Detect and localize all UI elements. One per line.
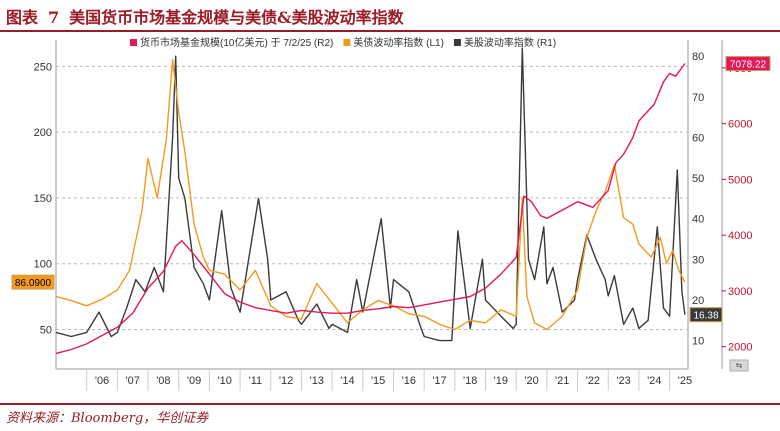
legend: 货币市场基金规模(10亿美元) 于 7/2/25 (R2) 美债波动率指数 (L1… [130,36,556,49]
left-tick-label: 100 [34,259,52,271]
equity-vol-last-value-box [689,307,723,323]
figure-title: 图表 7 美国货币市场基金规模与美债&美股波动率指数 [6,4,404,28]
bond-vol-last-value: 86.0900 [15,278,52,289]
scroll-handle[interactable]: ⇆ [729,359,749,372]
legend-entry: 货币市场基金规模(10亿美元) 于 7/2/25 (R2) [140,36,333,49]
right-outer-axis: 200030004000500060007000 [722,63,752,354]
left-tick-label: 250 [34,61,52,73]
x-tick-label: '06 [95,375,109,387]
x-tick-label: '20 [524,375,538,387]
right-inner-tick-label: 70 [692,92,704,104]
source-rule [0,403,780,405]
x-tick-label: '14 [340,375,354,387]
x-tick-label: '17 [432,375,446,387]
x-tick-label: '16 [402,375,416,387]
legend-swatch [343,39,351,46]
x-tick-label: '21 [555,375,569,387]
legend-entry: 美债波动率指数 (L1) [353,36,444,49]
x-tick-label: '08 [156,375,170,387]
last-value-tags: 7078.22 86.0900 16.38 [11,56,771,323]
left-tick-label: 150 [34,193,52,205]
line-chart: '06 '07 '08 '09 '10 '11 '12 '13 '14 '15 '16 '17 '18 '… [11,36,771,391]
right-inner-axis: 10 20 30 40 50 60 70 80 [692,51,704,347]
right-inner-tick-label: 60 [692,132,704,144]
left-tick-label: 50 [40,325,52,337]
x-tick-label: '11 [249,375,263,387]
figure-number: 7 [48,8,60,27]
legend-entry: 美股波动率指数 (R1) [464,36,556,49]
right-inner-tick-label: 20 [692,295,704,307]
title-rule [0,30,780,32]
right-inner-tick-label: 30 [692,254,704,266]
x-axis: '06 '07 '08 '09 '10 '11 '12 '13 '14 '15 '16 '17 '18 '… [86,369,692,391]
legend-swatch [130,39,137,46]
series-lines [55,47,686,355]
mmf-last-value-box [725,56,771,72]
left-axis: 50 100 150 200 250 [34,61,52,336]
mmf-last-value: 7078.22 [730,60,767,71]
right-outer-tick-label: 2000 [728,342,752,354]
x-tick-label: '23 [616,375,630,387]
right-inner-tick-label: 40 [692,214,704,226]
right-inner-tick-label: 80 [692,51,704,63]
legend-swatch [453,39,461,46]
right-outer-tick-label: 4000 [728,230,752,242]
equity-vol-line [55,47,686,342]
x-tick-label: '09 [187,375,201,387]
x-tick-label: '10 [218,375,232,387]
right-inner-tick-label: 10 [692,336,704,348]
figure-title-text: 美国货币市场基金规模与美债&美股波动率指数 [69,8,404,27]
right-outer-tick-label: 5000 [728,174,752,186]
x-tick-label: '18 [463,375,477,387]
bond-vol-line [55,59,686,331]
source-note: 资料来源：Bloomberg，华创证券 [6,411,209,426]
right-outer-tick-label: 6000 [728,119,752,131]
svg-text:⇆: ⇆ [736,361,743,370]
x-tick-label: '25 [678,375,692,387]
right-outer-tick-label: 3000 [728,286,752,298]
right-inner-tick-label: 50 [692,173,704,185]
figure-label: 图表 [6,8,39,27]
bond-vol-last-value-box [11,274,55,290]
x-tick-label: '19 [494,375,508,387]
x-tick-label: '15 [371,375,385,387]
x-tick-label: '07 [126,375,140,387]
x-tick-label: '13 [310,375,324,387]
x-tick-label: '22 [586,375,600,387]
equity-vol-last-value: 16.38 [693,311,718,322]
mmf-line [55,63,686,355]
x-tick-label: '12 [279,375,293,387]
x-tick-label: '24 [647,375,661,387]
left-tick-label: 200 [34,127,52,139]
